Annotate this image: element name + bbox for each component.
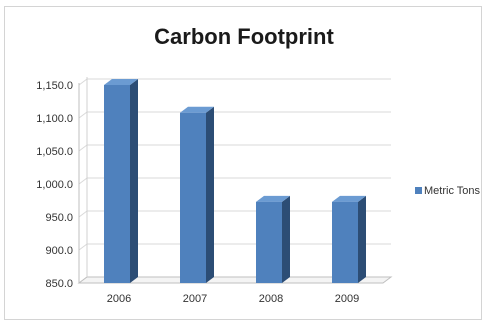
bar-top — [332, 195, 366, 202]
chart-title: Carbon Footprint — [154, 24, 334, 49]
bar-side — [358, 195, 366, 283]
x-tick-label: 2009 — [335, 293, 359, 305]
bar-side — [130, 79, 138, 283]
bar-top — [256, 195, 290, 202]
gridline-depth — [78, 177, 88, 185]
y-tick-label: 1,100.0 — [36, 113, 73, 125]
y-axis-ticks: 850.0 900.0 950.0 1,000.0 1,050.0 1,100.0 1,15… — [36, 80, 73, 290]
bar-series — [104, 79, 366, 283]
x-tick-label: 2006 — [107, 293, 131, 305]
axes — [77, 77, 393, 284]
gridline-depth — [78, 78, 88, 86]
bar-chart: Carbon Footprint 850.0 900.0 950.0 1,000.0 1… — [36, 24, 481, 305]
bar-side — [206, 106, 214, 283]
legend-label: Metric Tons — [424, 185, 481, 197]
x-tick-label: 2007 — [183, 293, 207, 305]
bar — [332, 201, 358, 283]
y-tick-label: 1,000.0 — [36, 179, 73, 191]
chart-area: Carbon Footprint 850.0 900.0 950.0 1,000.0 1… — [4, 6, 482, 320]
bar — [104, 85, 130, 283]
bar-top — [180, 106, 214, 113]
legend: Metric Tons — [415, 185, 481, 197]
gridline-depth — [78, 144, 88, 152]
y-tick-label: 950.0 — [45, 212, 73, 224]
x-tick-label: 2008 — [259, 293, 283, 305]
gridline-depth — [78, 210, 88, 218]
x-axis-ticks: 2006 2007 2008 2009 — [107, 293, 359, 305]
y-tick-label: 1,150.0 — [36, 80, 73, 92]
bar — [256, 201, 282, 283]
y-tick-label: 900.0 — [45, 245, 73, 257]
gridline-depth — [78, 243, 88, 251]
bar-top — [104, 79, 138, 85]
gridline-depth — [78, 111, 88, 119]
legend-swatch — [415, 187, 422, 194]
bar — [180, 112, 206, 283]
y-tick-label: 850.0 — [45, 278, 73, 290]
y-tick-label: 1,050.0 — [36, 146, 73, 158]
bar-side — [282, 195, 290, 283]
